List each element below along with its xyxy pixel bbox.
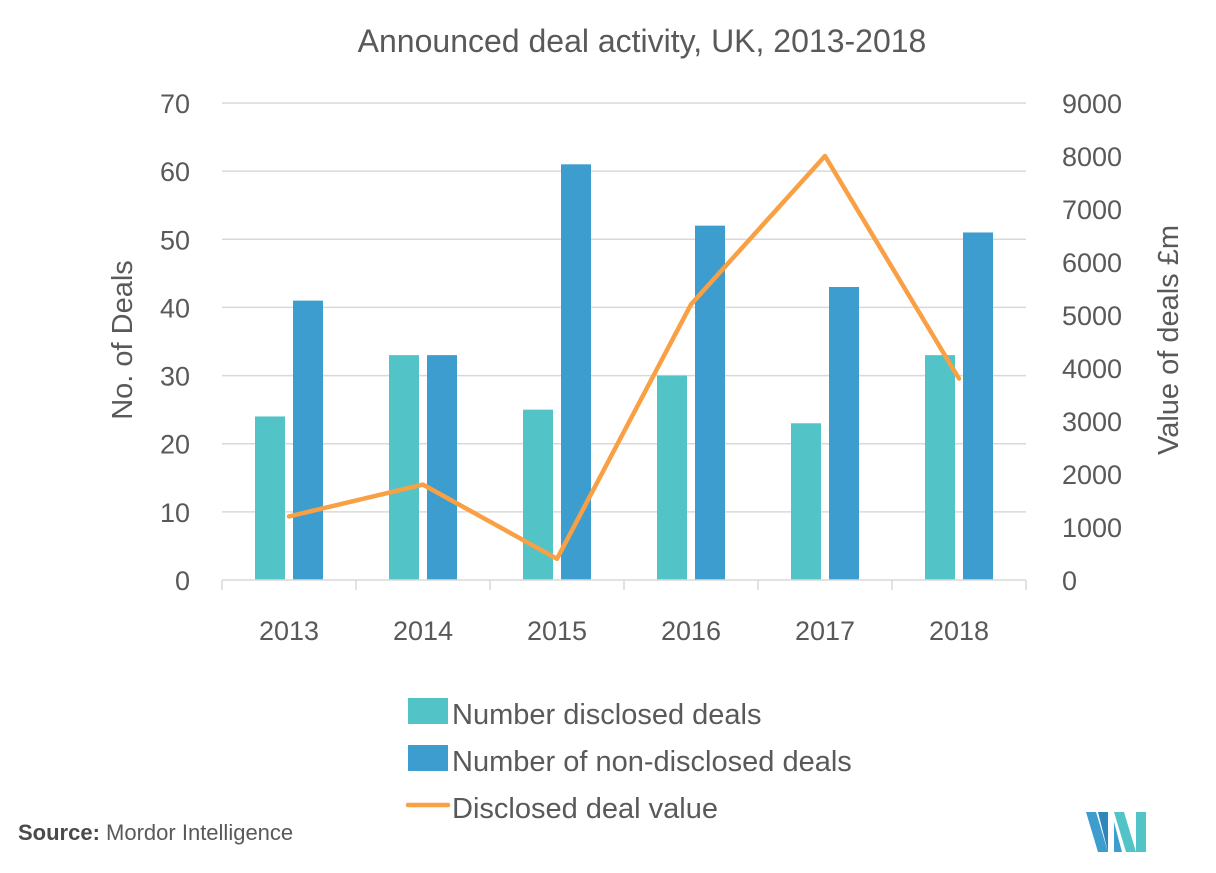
y2-tick-label: 2000	[1062, 460, 1122, 490]
bar-number-disclosed-deals-2017	[791, 423, 821, 580]
y-tick-label: 10	[160, 498, 190, 528]
legend-item: Number of non-disclosed deals	[408, 745, 852, 778]
x-tick-label: 2013	[259, 616, 319, 646]
legend-label: Disclosed deal value	[452, 793, 718, 825]
y-axis-label: No. of Deals	[107, 260, 139, 420]
source-label: Source:	[18, 820, 100, 845]
y2-tick-label: 9000	[1062, 89, 1122, 119]
x-tick-label: 2017	[795, 616, 855, 646]
y2-tick-label: 3000	[1062, 407, 1122, 437]
legend-item: Number disclosed deals	[408, 698, 761, 731]
y2-axis-label: Value of deals £m	[1153, 225, 1185, 455]
bars	[255, 164, 993, 581]
x-axis-ticks: 2013 2014 2015 2016 2017 2018	[259, 616, 989, 646]
y2-tick-label: 6000	[1062, 248, 1122, 278]
x-tick-label: 2014	[393, 616, 453, 646]
y2-tick-label: 1000	[1062, 513, 1122, 543]
bar-number-of-non-disclosed-deals-2015	[561, 164, 591, 581]
y-tick-label: 70	[160, 89, 190, 119]
legend-label: Number disclosed deals	[452, 699, 761, 731]
legend-label: Number of non-disclosed deals	[452, 746, 852, 778]
y-tick-label: 20	[160, 430, 190, 460]
line-disclosed-deal-value	[286, 153, 962, 562]
legend: Number disclosed deals Number of non-disc…	[405, 698, 852, 825]
y-tick-label: 30	[160, 362, 190, 392]
y2-tick-label: 0	[1062, 566, 1077, 596]
bar-number-of-non-disclosed-deals-2016	[695, 225, 725, 580]
bar-number-disclosed-deals-2018	[925, 355, 955, 580]
y2-axis-ticks: 0 1000 2000 3000 4000 5000 6000 7000 8000 9000	[1062, 89, 1122, 596]
y2-tick-label: 8000	[1062, 142, 1122, 172]
bar-number-disclosed-deals-2016	[657, 375, 687, 580]
mordor-intelligence-logo-icon	[1086, 812, 1146, 852]
y-tick-label: 40	[160, 293, 190, 323]
y-tick-label: 0	[175, 566, 190, 596]
y2-tick-label: 4000	[1062, 354, 1122, 384]
legend-swatch	[408, 745, 448, 771]
legend-item: Disclosed deal value	[405, 793, 718, 825]
y2-tick-label: 7000	[1062, 195, 1122, 225]
x-axis	[221, 579, 1027, 590]
bar-number-of-non-disclosed-deals-2018	[963, 232, 993, 580]
bar-number-disclosed-deals-2014	[389, 355, 419, 580]
y-axis-ticks: 0 10 20 30 40 50 60 70	[160, 89, 190, 596]
legend-swatch	[408, 698, 448, 724]
bar-number-of-non-disclosed-deals-2013	[293, 300, 323, 580]
gridlines	[222, 102, 1026, 513]
y2-tick-label: 5000	[1062, 301, 1122, 331]
x-tick-label: 2018	[929, 616, 989, 646]
y-tick-label: 60	[160, 157, 190, 187]
bar-number-of-non-disclosed-deals-2017	[829, 286, 859, 580]
line-series	[286, 153, 962, 562]
y-tick-label: 50	[160, 225, 190, 255]
source-note: Source: Mordor Intelligence	[18, 820, 293, 846]
bar-number-disclosed-deals-2013	[255, 416, 285, 580]
x-tick-label: 2015	[527, 616, 587, 646]
chart-title: Announced deal activity, UK, 2013-2018	[358, 23, 927, 59]
bar-number-of-non-disclosed-deals-2014	[427, 355, 457, 580]
source-name: Mordor Intelligence	[106, 820, 294, 845]
x-tick-label: 2016	[661, 616, 721, 646]
